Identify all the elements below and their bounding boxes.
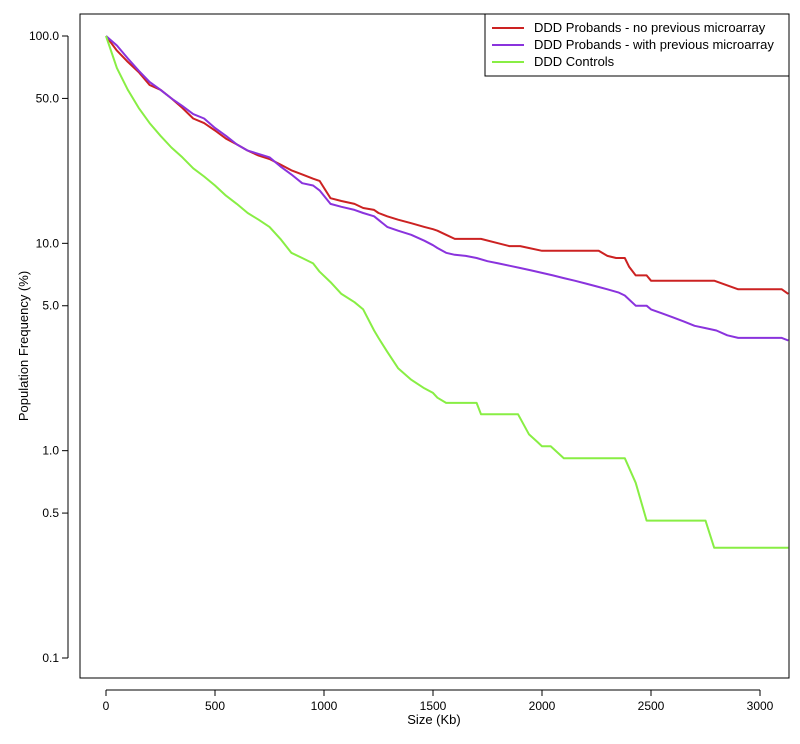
series-group [105,35,789,549]
y-tick-label: 50.0 [36,91,60,105]
y-tick-label: 1.0 [42,444,59,458]
legend-label-series-1: DDD Probands - no previous microarray [534,20,766,35]
x-tick-label: 1500 [420,699,447,713]
legend-label-series-3: DDD Controls [534,54,615,69]
series-line-1 [105,35,789,295]
legend-label-series-2: DDD Probands - with previous microarray [534,37,774,52]
x-tick-label: 500 [205,699,225,713]
x-tick-label: 2500 [638,699,665,713]
y-tick-label: 100.0 [29,29,59,43]
legend: DDD Probands - no previous microarray DD… [484,13,790,77]
x-tick-label: 1000 [311,699,338,713]
y-axis: 0.1 0.5 1.0 5.0 10.0 50.0 100.0 [29,29,69,665]
series-line-2 [105,35,789,342]
y-tick-label: 10.0 [36,236,60,250]
y-tick-label: 5.0 [42,299,59,313]
x-axis: 0 500 1000 1500 2000 2500 3000 [103,689,774,713]
y-tick-label: 0.5 [42,506,59,520]
x-axis-title: Size (Kb) [407,712,460,727]
plot-frame [79,13,790,679]
series-line-3 [105,35,789,549]
x-tick-label: 3000 [747,699,774,713]
y-tick-label: 0.1 [42,651,59,665]
x-tick-label: 2000 [529,699,556,713]
x-tick-label: 0 [103,699,110,713]
y-axis-title: Population Frequency (%) [16,271,31,421]
legend-box [484,13,790,77]
